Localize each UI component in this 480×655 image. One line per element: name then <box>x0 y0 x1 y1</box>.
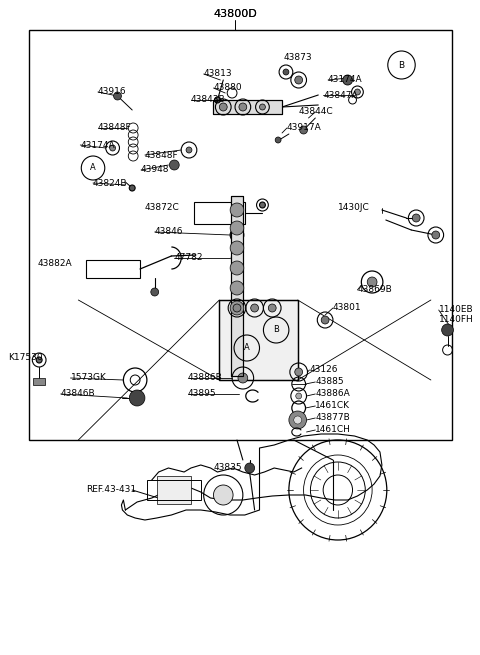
Circle shape <box>300 126 308 134</box>
Circle shape <box>238 373 248 383</box>
Text: 43886B: 43886B <box>188 373 223 383</box>
Bar <box>156 476 191 504</box>
Text: 43917A: 43917A <box>287 124 322 132</box>
Circle shape <box>343 75 352 85</box>
Text: 1461CH: 1461CH <box>315 426 351 434</box>
Text: A: A <box>90 164 96 172</box>
Text: 43848F: 43848F <box>145 151 179 160</box>
Circle shape <box>215 97 220 103</box>
Text: 43843B: 43843B <box>191 96 226 105</box>
Text: 43873: 43873 <box>284 54 312 62</box>
Text: 43174A: 43174A <box>80 141 115 149</box>
Circle shape <box>230 241 244 255</box>
Text: 43882A: 43882A <box>37 259 72 269</box>
Circle shape <box>294 416 301 424</box>
Circle shape <box>260 104 265 110</box>
Text: 43885: 43885 <box>315 377 344 386</box>
Circle shape <box>151 288 159 296</box>
Circle shape <box>355 89 360 95</box>
Circle shape <box>296 393 301 399</box>
Text: 1461CK: 1461CK <box>315 402 350 411</box>
Text: 43948: 43948 <box>141 166 169 174</box>
Text: 43916: 43916 <box>98 88 127 96</box>
Bar <box>33 378 45 385</box>
Bar <box>219 300 298 380</box>
Text: 43174A: 43174A <box>328 75 363 84</box>
Circle shape <box>233 304 241 312</box>
Circle shape <box>219 103 227 111</box>
Text: 1573GK: 1573GK <box>71 373 107 383</box>
Text: 43872C: 43872C <box>145 204 180 212</box>
Circle shape <box>289 411 307 429</box>
Circle shape <box>442 324 454 336</box>
Bar <box>231 196 243 376</box>
Circle shape <box>109 145 116 151</box>
Circle shape <box>295 368 302 376</box>
Text: 43800D: 43800D <box>213 9 257 19</box>
Circle shape <box>245 463 254 473</box>
Bar <box>214 100 282 114</box>
Circle shape <box>367 277 377 287</box>
Text: 43835: 43835 <box>214 464 242 472</box>
Circle shape <box>268 304 276 312</box>
Text: B: B <box>273 326 279 335</box>
Text: 43847A: 43847A <box>323 90 358 100</box>
Text: 47782: 47782 <box>174 253 203 263</box>
Circle shape <box>321 316 329 324</box>
Text: 43848F: 43848F <box>98 124 132 132</box>
Circle shape <box>239 103 247 111</box>
Circle shape <box>230 281 244 295</box>
Circle shape <box>432 231 440 239</box>
Text: 43801: 43801 <box>333 303 361 312</box>
Text: 43886A: 43886A <box>315 390 350 398</box>
Text: 1140FH: 1140FH <box>439 316 473 324</box>
Circle shape <box>412 214 420 222</box>
Circle shape <box>230 203 244 217</box>
Circle shape <box>114 92 121 100</box>
Bar <box>231 196 243 376</box>
Bar <box>86 260 140 278</box>
Circle shape <box>234 232 240 238</box>
Circle shape <box>230 228 244 242</box>
Circle shape <box>129 185 135 191</box>
Text: 43824B: 43824B <box>93 179 128 187</box>
Bar <box>194 202 245 224</box>
Circle shape <box>295 76 302 84</box>
Text: 43895: 43895 <box>188 390 216 398</box>
Text: 1140EB: 1140EB <box>439 305 473 314</box>
Bar <box>214 100 282 114</box>
Text: 43126: 43126 <box>310 365 338 375</box>
Bar <box>147 480 201 500</box>
Text: 1430JC: 1430JC <box>338 204 370 212</box>
Circle shape <box>214 485 233 505</box>
Text: 43846B: 43846B <box>60 390 96 398</box>
Bar <box>219 300 298 380</box>
Text: 43877B: 43877B <box>315 413 350 422</box>
Circle shape <box>251 304 259 312</box>
Text: 43813: 43813 <box>204 69 232 79</box>
Text: 43869B: 43869B <box>358 286 392 295</box>
Text: K17530: K17530 <box>8 354 42 362</box>
Circle shape <box>230 261 244 275</box>
Text: 43880: 43880 <box>214 83 242 92</box>
Circle shape <box>230 221 244 235</box>
Text: 43800D: 43800D <box>213 9 257 19</box>
Circle shape <box>231 252 243 264</box>
Circle shape <box>230 301 244 315</box>
Circle shape <box>275 137 281 143</box>
Circle shape <box>169 160 179 170</box>
Text: 43844C: 43844C <box>299 107 333 117</box>
Bar <box>29 30 453 440</box>
Text: 43846: 43846 <box>155 227 183 236</box>
Circle shape <box>36 357 42 363</box>
Circle shape <box>283 69 289 75</box>
Text: B: B <box>398 60 405 69</box>
Text: A: A <box>244 343 250 352</box>
Circle shape <box>129 390 145 406</box>
Circle shape <box>186 147 192 153</box>
Circle shape <box>260 202 265 208</box>
Text: REF.43-431: REF.43-431 <box>86 485 136 495</box>
